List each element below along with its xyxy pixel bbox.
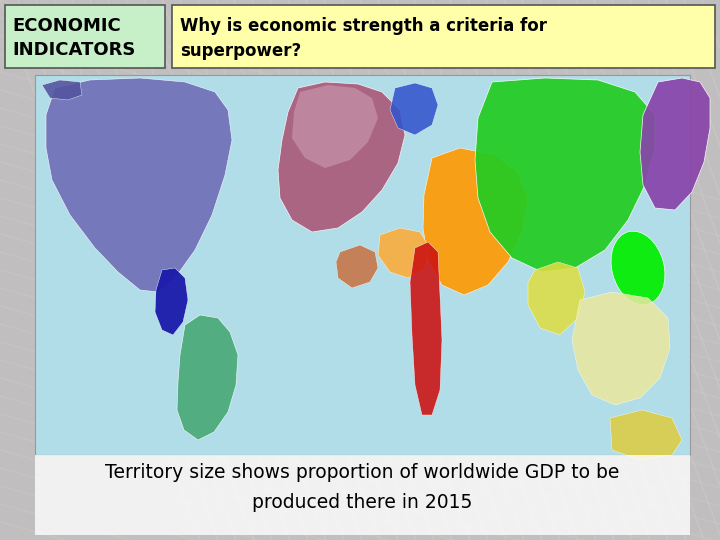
- Polygon shape: [336, 245, 378, 288]
- FancyBboxPatch shape: [172, 5, 715, 68]
- Polygon shape: [378, 228, 430, 278]
- Polygon shape: [572, 292, 670, 405]
- Polygon shape: [390, 83, 438, 135]
- Polygon shape: [177, 315, 238, 440]
- Bar: [35, 455, 690, 535]
- Polygon shape: [278, 82, 405, 232]
- Polygon shape: [292, 85, 378, 168]
- FancyBboxPatch shape: [5, 5, 165, 68]
- Polygon shape: [423, 148, 528, 295]
- Polygon shape: [410, 242, 442, 415]
- Text: Territory size shows proportion of worldwide GDP to be
produced there in 2015: Territory size shows proportion of world…: [105, 463, 619, 511]
- Polygon shape: [528, 262, 585, 335]
- Ellipse shape: [611, 231, 665, 305]
- Polygon shape: [155, 268, 188, 335]
- Polygon shape: [46, 78, 232, 292]
- Polygon shape: [475, 78, 655, 272]
- Text: Why is economic strength a criteria for
superpower?: Why is economic strength a criteria for …: [180, 17, 547, 60]
- Polygon shape: [42, 80, 82, 100]
- Polygon shape: [610, 410, 682, 460]
- Text: ECONOMIC
INDICATORS: ECONOMIC INDICATORS: [12, 17, 135, 59]
- Polygon shape: [640, 78, 710, 210]
- Bar: [35, 75, 690, 455]
